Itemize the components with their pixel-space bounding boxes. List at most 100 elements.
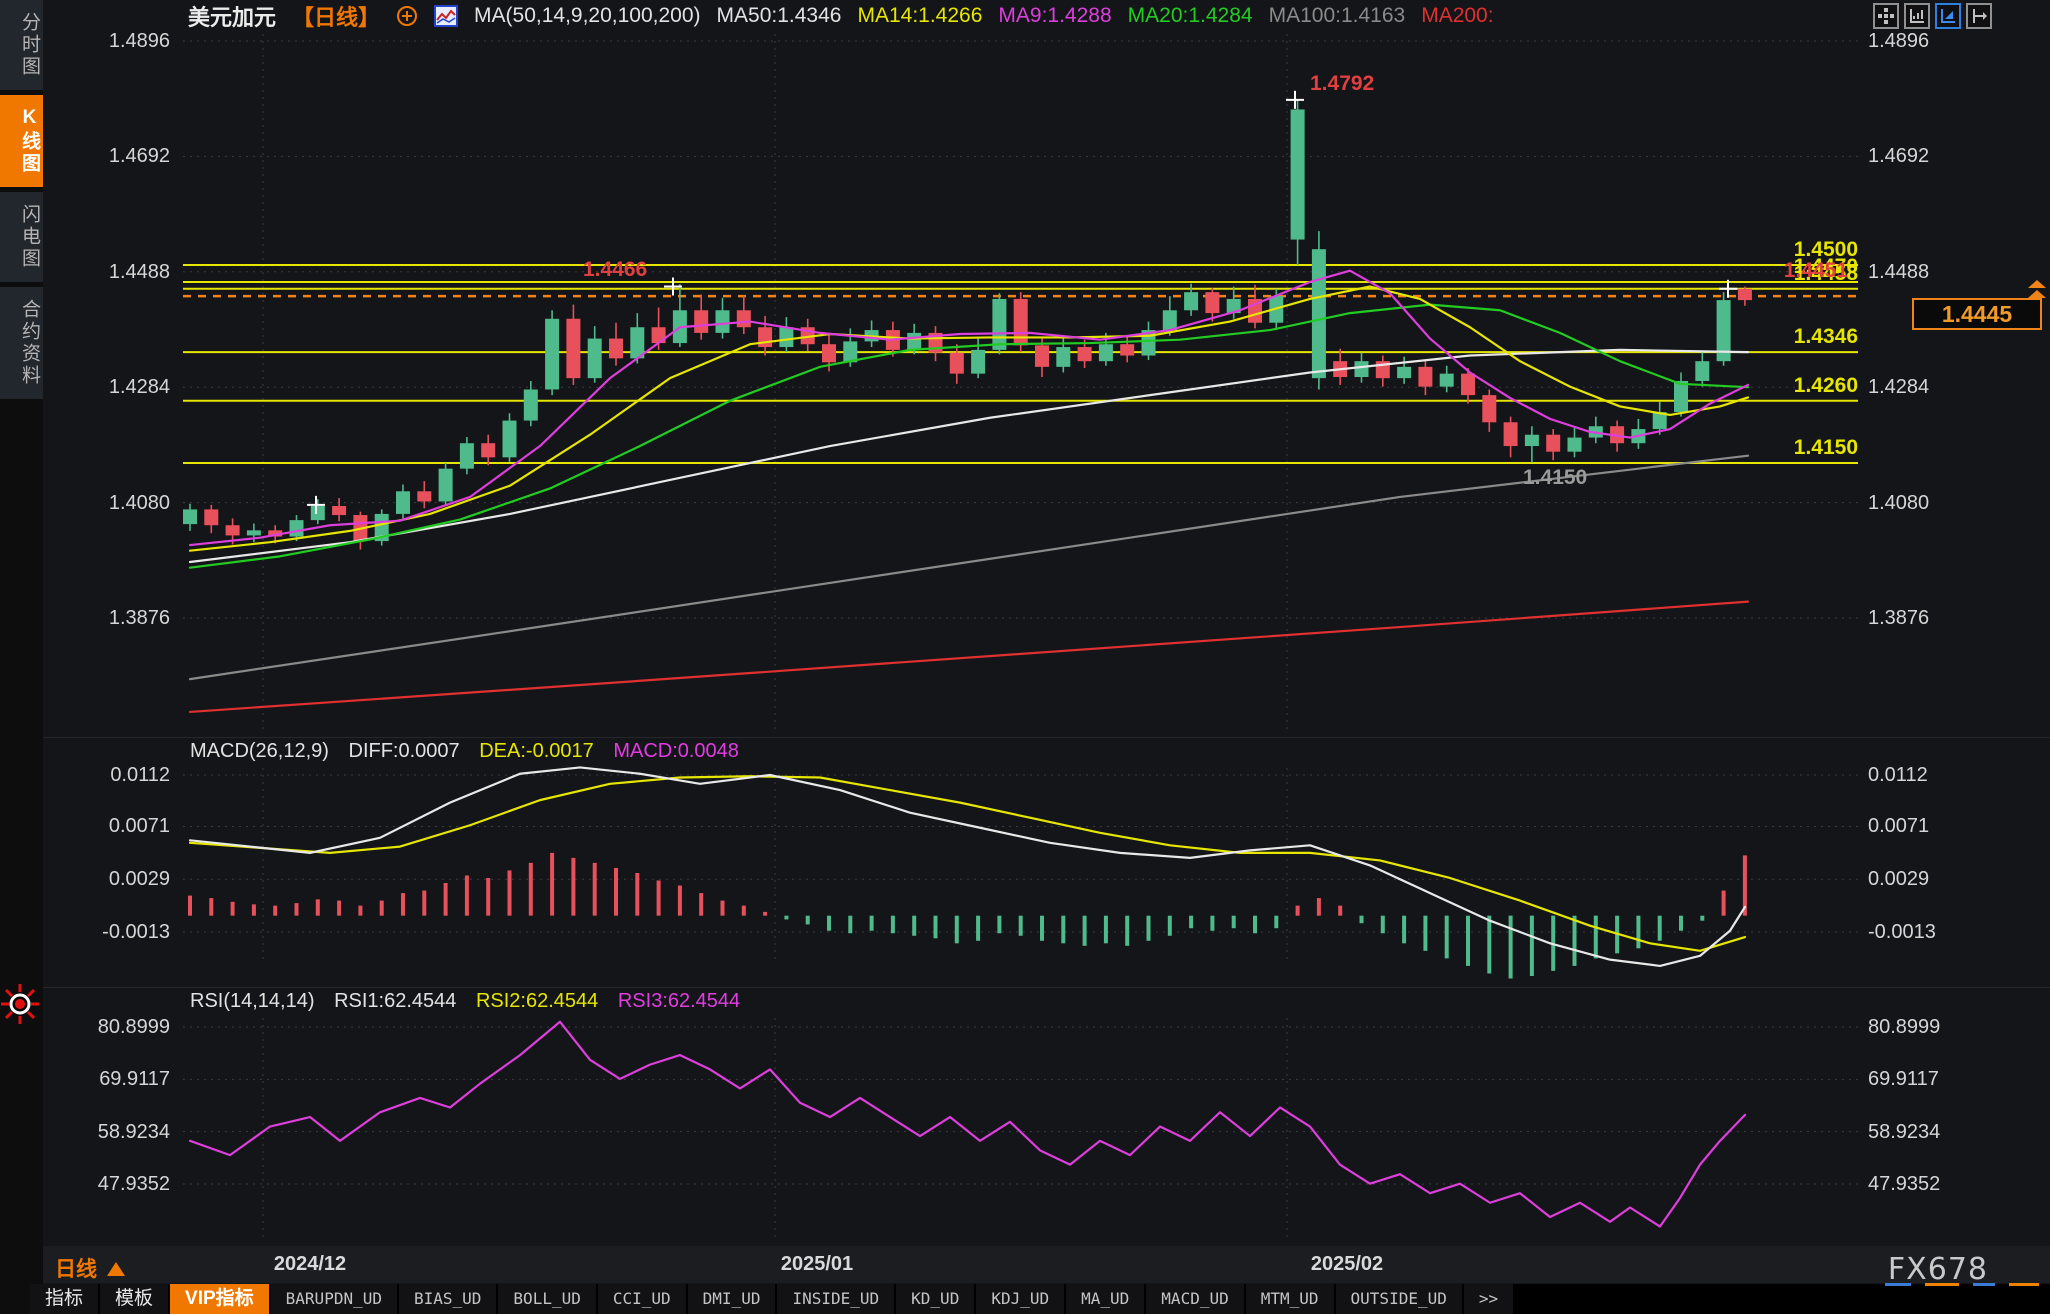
candle-body [1205,292,1220,314]
candle-body [1674,380,1688,413]
candle-body [481,443,496,458]
tab-ma-ud[interactable]: MA_UD [1066,1284,1147,1314]
candle-body [268,530,283,537]
sidebar-item-flash-chart[interactable]: 闪电图 [0,192,43,282]
timeline-bar: 日线 2024/12 2025/01 2025/02 [43,1246,2050,1283]
macd-axis-tick-label: -0.0013 [102,921,170,943]
tab-bias-ud[interactable]: BIAS_UD [398,1284,499,1314]
ma-group-label: MA(50,14,9,20,100,200) [474,4,701,27]
candle-body [1439,373,1454,387]
y-axis-tick-label: 1.4896 [108,30,170,52]
candle-body [843,341,858,363]
axis-scale-active-icon[interactable] [1935,3,1961,29]
rsi-axis-tick-label: 58.9234 [97,1120,170,1143]
candle-body [502,420,517,458]
ma-value-label: MA200: [1421,4,1494,27]
y-axis-tick-label: 1.4488 [108,260,170,283]
candle-body [1482,395,1497,423]
candle-body [225,525,240,536]
y-axis-tick-label: 1.4488 [1868,260,1930,283]
y-axis-tick-label: 1.4080 [108,491,170,514]
mini-chart-icon[interactable] [434,5,459,27]
tab-kdj-ud[interactable]: KDJ_UD [976,1284,1067,1314]
rsi-axis-tick-label: 47.9352 [1868,1173,1941,1195]
level-label-yellow: 1.4260 [1793,373,1858,397]
sidebar-item-time-chart[interactable]: 分时图 [0,0,43,90]
tab-boll-ud[interactable]: BOLL_UD [498,1284,598,1314]
rsi-axis-tick-label: 80.8999 [1868,1016,1941,1038]
ma-value-label: MA20:1.4284 [1127,4,1253,27]
candle-body [587,338,602,379]
candle-body [1397,366,1412,379]
ma-value-label: MA9:1.4288 [998,4,1112,27]
period-tag[interactable]: 【日线】 [292,5,381,30]
tab--[interactable]: 指标 [30,1284,101,1314]
candle-body [1098,344,1113,362]
candle-body [822,344,836,363]
candle-body [1354,361,1369,378]
macd-dea-value: DEA:-0.0017 [479,740,594,762]
chart-toolbar [1873,3,1992,29]
macd-axis-tick-label: -0.0013 [1868,921,1936,943]
tab-mtm-ud[interactable]: MTM_UD [1245,1284,1336,1314]
sidebar-item-kline-chart[interactable]: K线图 [0,95,43,187]
tab-more[interactable]: >> [1463,1284,1516,1314]
candle-body [523,389,538,421]
level-label-red: 1.4451 [1783,259,1848,282]
y-axis-tick-label: 1.4692 [1868,145,1930,168]
move-grid-icon[interactable] [1873,3,1899,29]
tab-kd-ud[interactable]: KD_UD [896,1284,977,1314]
price-annotation: 1.4150 [1523,466,1588,489]
candlestick-series [183,99,1752,550]
tab-inside-ud[interactable]: INSIDE_UD [777,1284,897,1314]
candle-body [204,509,219,526]
panel-divider [43,987,2050,988]
ma50-line [188,348,1750,564]
watermark: FX678 [1887,1252,1988,1287]
tab-cci-ud[interactable]: CCI_UD [597,1284,688,1314]
rsi-axis-tick-label: 69.9117 [99,1068,170,1091]
candle-body [1695,361,1710,381]
current-price-box: 1.4445 [1912,298,2042,330]
price-arrow-up-icon [2028,290,2046,298]
y-axis-tick-label: 1.4284 [108,376,170,399]
rsi-title: RSI(14,14,14) [190,990,315,1012]
candle-body [459,443,474,469]
rsi-axis-tick-label: 80.8999 [97,1016,170,1038]
candle-body [1567,437,1582,452]
price-annotation: 1.4466 [583,258,648,281]
candle-body [1418,366,1433,387]
sidebar-item-contract-info[interactable]: 合约资料 [0,287,43,399]
x-axis-month-label: 2025/02 [1310,1253,1384,1275]
tab-barupdn-ud[interactable]: BARUPDN_UD [270,1284,399,1314]
candle-body [396,491,410,514]
mini-dashes-decoration [1885,1283,2039,1286]
ma-value-label: MA100:1.4163 [1268,4,1406,27]
tab-vip-[interactable]: VIP指标 [170,1284,271,1314]
ma200-line [188,600,1750,714]
period-selector[interactable]: 日线 [55,1253,125,1283]
candle-body [949,352,964,374]
tab--[interactable]: 模板 [100,1284,171,1314]
candle-body [779,327,794,348]
tab-dmi-ud[interactable]: DMI_UD [687,1284,778,1314]
ma14-line [188,285,1750,552]
rsi1-value: RSI1:62.4544 [334,990,457,1012]
ma-values: MA50:1.4346 MA14:1.4266 MA9:1.4288 MA20:1.4… [717,4,1510,28]
tab-outside-ud[interactable]: OUTSIDE_UD [1335,1284,1464,1314]
axis-shift-icon[interactable] [1966,3,1992,29]
candle-body [1184,292,1199,311]
y-axis-tick-label: 1.3876 [108,607,170,629]
candle-body [438,468,453,502]
tab-macd-ud[interactable]: MACD_UD [1146,1284,1246,1314]
candle-body [1226,298,1241,314]
record-target-icon[interactable] [1,984,39,1024]
axis-scale-icon[interactable] [1904,3,1930,29]
rsi-line [188,1020,1747,1228]
x-axis-month-label: 2025/01 [780,1253,854,1275]
level-label-yellow: 1.4470 [1793,254,1858,278]
candle-body [566,318,581,379]
plus-circle-icon[interactable] [396,5,418,27]
